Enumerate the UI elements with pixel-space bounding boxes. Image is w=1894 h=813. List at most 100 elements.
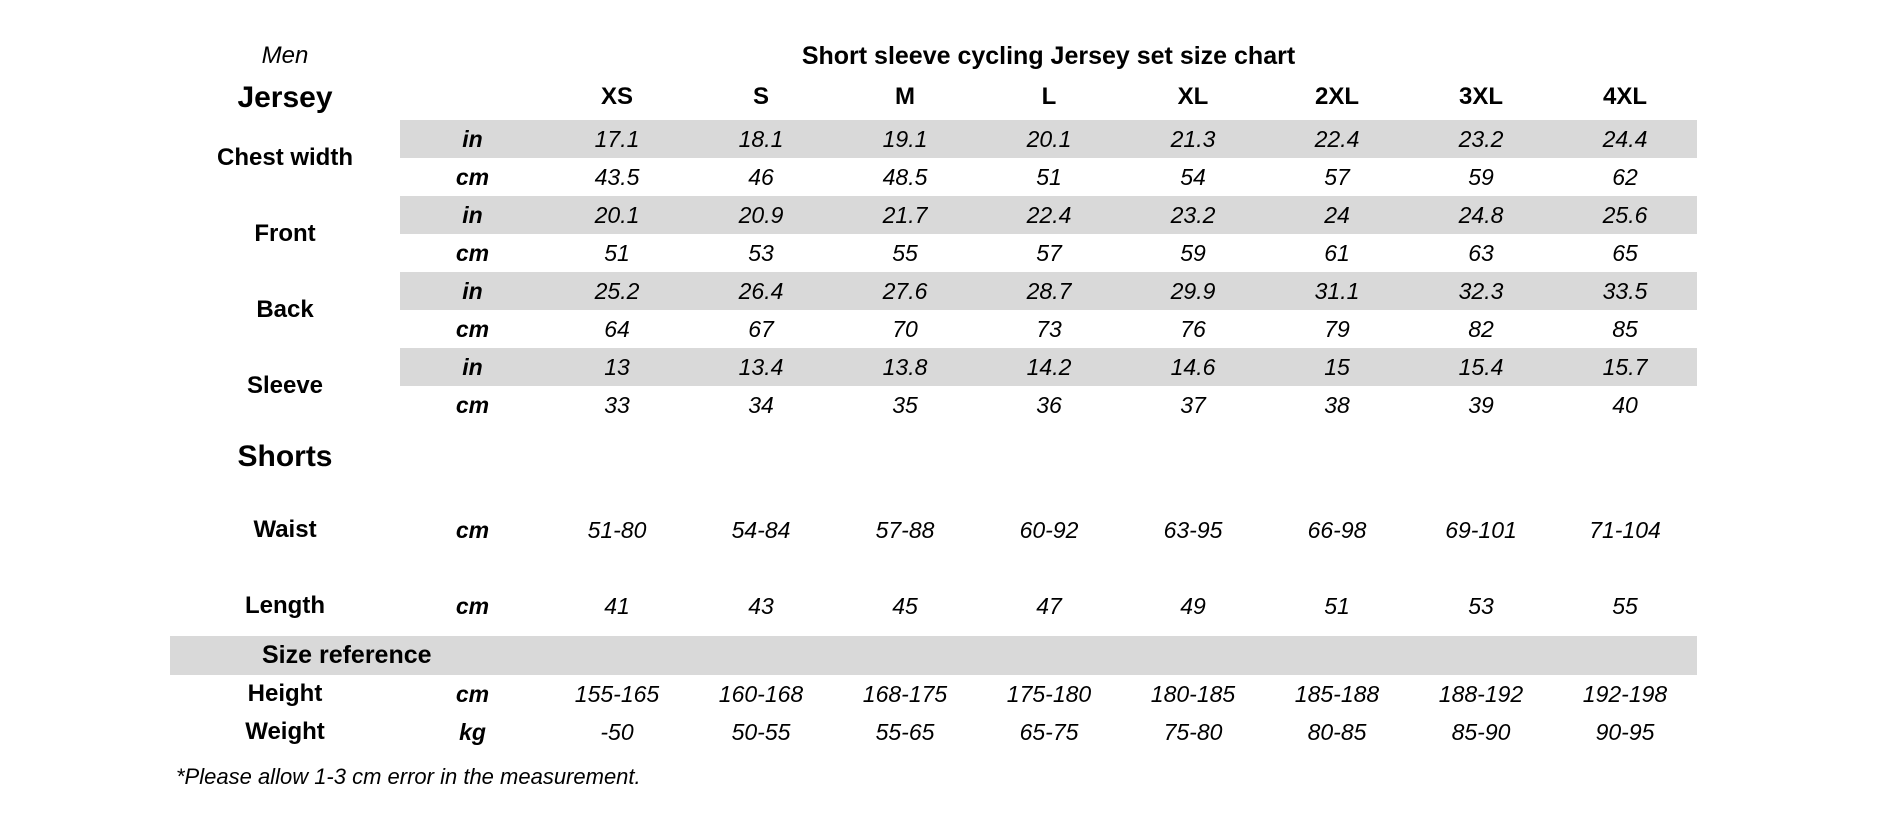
value-cell: 36 — [1036, 391, 1062, 418]
shorts-row-waist: Waist cm 51-80 54-84 57-88 60-92 63-95 66-98 6… — [170, 510, 1894, 550]
value-cell: 71-104 — [1589, 516, 1661, 543]
value-cell: 33.5 — [1602, 277, 1648, 304]
value-cell: 46 — [748, 163, 774, 190]
value-cell: 188-192 — [1438, 680, 1524, 707]
unit-label-kg: kg — [459, 718, 486, 745]
size-header-cell: 3XL — [1458, 83, 1503, 110]
value-cell: 63 — [1468, 239, 1494, 266]
value-cell: 57 — [1324, 163, 1350, 190]
size-header-cell: XL — [1177, 83, 1209, 110]
value-cell: 79 — [1324, 315, 1350, 342]
table-row-weight: kg -50 50-55 55-65 65-75 75-80 80-85 85-90 90-9… — [400, 713, 1697, 751]
value-cell: 33 — [604, 391, 630, 418]
value-cell: 37 — [1180, 391, 1206, 418]
value-cell: 51 — [604, 239, 630, 266]
value-cell: 168-175 — [862, 680, 948, 707]
value-cell: 13.8 — [882, 353, 928, 380]
title-row: Men Short sleeve cycling Jersey set size… — [170, 38, 1894, 74]
value-cell: 63-95 — [1163, 516, 1223, 543]
jersey-group-front: Front in 20.1 20.9 21.7 22.4 23.2 24 24.8 25.6 … — [170, 196, 1894, 272]
value-cell: 47 — [1036, 592, 1062, 619]
page-title: Short sleeve cycling Jersey set size cha… — [801, 41, 1296, 70]
value-cell: 39 — [1468, 391, 1494, 418]
value-cell: 55 — [892, 239, 918, 266]
measurement-footnote: *Please allow 1-3 cm error in the measur… — [176, 764, 641, 789]
gender-label: Men — [261, 41, 309, 69]
value-cell: 43.5 — [594, 163, 640, 190]
value-cell: 69-101 — [1445, 516, 1517, 543]
value-cell: 31.1 — [1314, 277, 1360, 304]
size-header-cell: L — [1041, 83, 1057, 110]
value-cell: 20.1 — [1026, 125, 1072, 152]
value-cell: 53 — [1468, 592, 1494, 619]
value-cell: 54 — [1180, 163, 1206, 190]
unit-label-cm: cm — [455, 315, 490, 342]
value-cell: 22.4 — [1026, 201, 1072, 228]
value-cell: 40 — [1612, 391, 1638, 418]
value-cell: 192-198 — [1582, 680, 1668, 707]
value-cell: 160-168 — [718, 680, 804, 707]
value-cell: 53 — [748, 239, 774, 266]
value-cell: 20.1 — [594, 201, 640, 228]
value-cell: 48.5 — [882, 163, 928, 190]
value-cell: 18.1 — [738, 125, 784, 152]
value-cell: 25.6 — [1602, 201, 1648, 228]
value-cell: 21.3 — [1170, 125, 1216, 152]
unit-label-cm: cm — [455, 163, 490, 190]
size-header-cell: S — [752, 83, 769, 110]
value-cell: 51-80 — [587, 516, 647, 543]
value-cell: 32.3 — [1458, 277, 1504, 304]
value-cell: 27.6 — [882, 277, 928, 304]
value-cell: 45 — [892, 592, 918, 619]
jersey-group-back: Back in 25.2 26.4 27.6 28.7 29.9 31.1 32.3 33.5… — [170, 272, 1894, 348]
shorts-section-heading: Shorts — [237, 440, 333, 473]
value-cell: 14.2 — [1026, 353, 1072, 380]
value-cell: 85-90 — [1451, 718, 1511, 745]
value-cell: 54-84 — [731, 516, 791, 543]
value-cell: 82 — [1468, 315, 1494, 342]
value-cell: 43 — [748, 592, 774, 619]
value-cell: 26.4 — [738, 277, 784, 304]
table-row-height: cm 155-165 160-168 168-175 175-180 180-185 18… — [400, 675, 1697, 713]
table-row-front-in: in 20.1 20.9 21.7 22.4 23.2 24 24.8 25.6 — [400, 196, 1697, 234]
value-cell: 17.1 — [594, 125, 640, 152]
value-cell: 62 — [1612, 163, 1638, 190]
value-cell: 15 — [1324, 353, 1350, 380]
value-cell: 24 — [1324, 201, 1350, 228]
value-cell: 15.7 — [1602, 353, 1648, 380]
unit-label-cm: cm — [455, 592, 490, 619]
value-cell: 185-188 — [1294, 680, 1380, 707]
value-cell: 15.4 — [1458, 353, 1504, 380]
size-header-cell: 2XL — [1314, 83, 1359, 110]
row-label-length: Length — [245, 591, 325, 619]
value-cell: 180-185 — [1150, 680, 1236, 707]
value-cell: 61 — [1324, 239, 1350, 266]
value-cell: 50-55 — [731, 718, 791, 745]
table-row-chest-in: in 17.1 18.1 19.1 20.1 21.3 22.4 23.2 24.4 — [400, 120, 1697, 158]
shorts-row-length: Length cm 41 43 45 47 49 51 53 55 — [170, 586, 1894, 626]
value-cell: 75-80 — [1163, 718, 1223, 745]
size-header-cells: XS S M L XL 2XL 3XL 4XL — [400, 74, 1697, 120]
jersey-group-sleeve: Sleeve in 13 13.4 13.8 14.2 14.6 15 15.4 15.7 c… — [170, 348, 1894, 424]
value-cell: 76 — [1180, 315, 1206, 342]
value-cell: 73 — [1036, 315, 1062, 342]
value-cell: 51 — [1036, 163, 1062, 190]
table-row-front-cm: cm 51 53 55 57 59 61 63 65 — [400, 234, 1697, 272]
value-cell: 24.8 — [1458, 201, 1504, 228]
value-cell: 22.4 — [1314, 125, 1360, 152]
value-cell: 55 — [1612, 592, 1638, 619]
jersey-group-chest-width: Chest width in 17.1 18.1 19.1 20.1 21.3 22.4 2… — [170, 120, 1894, 196]
unit-label-cm: cm — [455, 516, 490, 543]
table-row-sleeve-cm: cm 33 34 35 36 37 38 39 40 — [400, 386, 1697, 424]
table-row-chest-cm: cm 43.5 46 48.5 51 54 57 59 62 — [400, 158, 1697, 196]
value-cell: 13.4 — [738, 353, 784, 380]
value-cell: 90-95 — [1595, 718, 1655, 745]
size-reference-heading: Size reference — [262, 641, 432, 669]
value-cell: 25.2 — [594, 277, 640, 304]
value-cell: 80-85 — [1307, 718, 1367, 745]
value-cell: 24.4 — [1602, 125, 1648, 152]
value-cell: 49 — [1180, 592, 1206, 619]
value-cell: 51 — [1324, 592, 1350, 619]
value-cell: 59 — [1180, 239, 1206, 266]
